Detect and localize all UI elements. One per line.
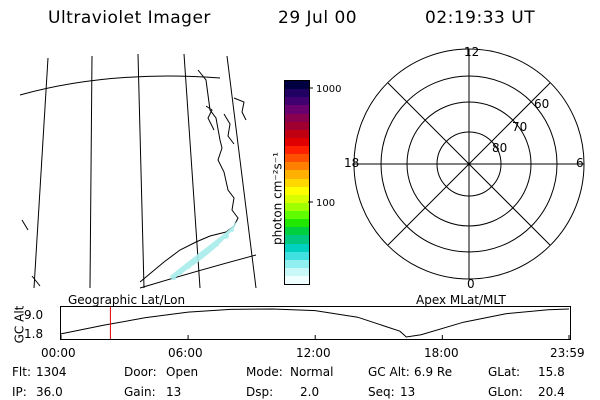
colorbar-segment <box>285 178 309 187</box>
mlt-label-0: 0 <box>467 277 475 291</box>
date-label: 29 Jul 00 <box>278 8 358 28</box>
colorbar-segment <box>285 219 309 228</box>
colorbar-segment <box>285 129 309 138</box>
mode-value: Normal <box>290 365 334 379</box>
colorbar-ticks <box>308 87 313 203</box>
colorbar-segment <box>285 89 309 98</box>
altitude-series-line <box>60 308 570 338</box>
altitude-xtick: 23:59 <box>550 346 585 360</box>
colorbar-segment <box>285 121 309 130</box>
colorbar-segment <box>285 186 309 195</box>
altitude-xtick: 18:00 <box>424 346 459 360</box>
colorbar-tick-1000: 1000 <box>316 84 342 95</box>
aurora-emission <box>170 220 238 280</box>
map-coastline <box>205 105 215 131</box>
glon-value: 20.4 <box>538 385 565 399</box>
map-latitude-line <box>139 254 257 289</box>
gain-value: 13 <box>166 385 182 399</box>
gcalt-value: 6.9 Re <box>414 365 453 379</box>
map-longitude-line <box>183 53 201 289</box>
flt-value: 1304 <box>36 365 67 379</box>
colorbar-segment <box>285 146 309 155</box>
map-coastline <box>223 113 235 145</box>
instrument-title: Ultraviolet Imager <box>48 8 211 28</box>
colorbar-unit-label: photon cm⁻²s⁻¹ <box>270 152 285 245</box>
glat-value: 15.8 <box>538 365 565 379</box>
door-value: Open <box>166 365 199 379</box>
altitude-xtick: 00:00 <box>41 346 76 360</box>
map-coastline <box>139 69 239 283</box>
polar-diagonal <box>387 82 551 246</box>
time-label: 02:19:33 UT <box>425 8 536 28</box>
flt-label: Flt: <box>12 365 31 379</box>
colorbar-segment <box>285 235 309 244</box>
colorbar-segment <box>285 276 309 285</box>
altitude-xtick: 12:00 <box>296 346 331 360</box>
dsp-label: Dsp: <box>246 385 274 399</box>
colorbar-segment <box>285 137 309 146</box>
geographic-label: Geographic Lat/Lon <box>68 293 186 307</box>
colorbar-segment <box>285 194 309 203</box>
altitude-ytick-1.8: 1.8 <box>24 327 44 341</box>
mlt-label-6: 6 <box>576 156 584 170</box>
ip-value: 36.0 <box>36 385 63 399</box>
glat-label: GLat: <box>488 365 521 379</box>
colorbar-segment <box>285 154 309 163</box>
altitude-plot-frame <box>60 306 571 340</box>
colorbar-segment <box>285 211 309 220</box>
colorbar-segment <box>285 170 309 179</box>
map-coastline <box>31 275 41 287</box>
lat-label-80: 80 <box>492 141 508 155</box>
gain-label: Gain: <box>124 385 156 399</box>
mlt-label-12: 12 <box>464 45 480 59</box>
colorbar-segment <box>285 243 309 252</box>
gcalt-label: GC Alt: <box>368 365 410 379</box>
mode-label: Mode: <box>246 365 283 379</box>
altitude-plot <box>60 306 571 340</box>
colorbar <box>284 80 310 285</box>
colorbar-segment <box>285 259 309 268</box>
map-coastline <box>21 219 29 231</box>
seq-label: Seq: <box>368 385 395 399</box>
door-label: Door: <box>124 365 157 379</box>
mlt-label-18: 18 <box>344 156 360 170</box>
apex-label: Apex MLat/MLT <box>416 293 506 307</box>
map-latitude-line <box>19 75 221 96</box>
lat-label-60: 60 <box>534 97 550 111</box>
colorbar-segment <box>285 202 309 211</box>
map-coastline <box>233 97 247 121</box>
geographic-map <box>19 53 257 289</box>
glon-label: GLon: <box>488 385 523 399</box>
lat-label-70: 70 <box>512 120 528 134</box>
polar-plot <box>353 48 585 280</box>
ip-label: IP: <box>12 385 27 399</box>
dsp-value: 2.0 <box>300 385 320 399</box>
colorbar-segment <box>285 162 309 171</box>
colorbar-tick-100: 100 <box>316 198 336 209</box>
seq-value: 13 <box>400 385 416 399</box>
colorbar-segment <box>285 267 309 276</box>
colorbar-segment <box>285 113 309 122</box>
colorbar-segment <box>285 97 309 106</box>
map-longitude-line <box>137 53 145 289</box>
map-longitude-line <box>89 55 93 289</box>
altitude-xtick: 06:00 <box>168 346 203 360</box>
map-longitude-line <box>226 55 257 289</box>
colorbar-segment <box>285 105 309 114</box>
colorbar-segment <box>285 81 309 90</box>
colorbar-segment <box>285 227 309 236</box>
colorbar-segment <box>285 251 309 260</box>
altitude-ytick-9: 9.0 <box>24 308 44 322</box>
map-longitude-line <box>33 57 49 289</box>
